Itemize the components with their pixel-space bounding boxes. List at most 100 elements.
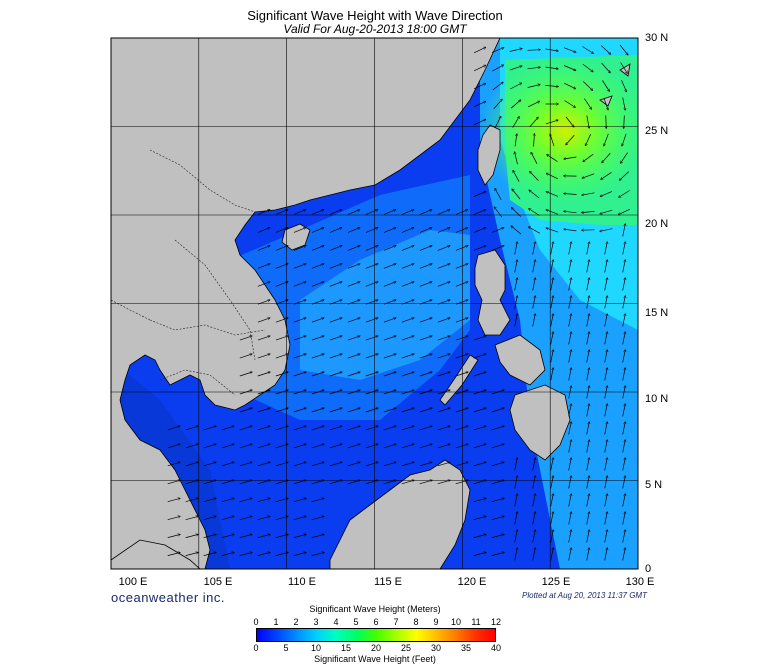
- wave-direction-arrow: [622, 242, 626, 255]
- wave-direction-arrow: [527, 101, 540, 108]
- wave-direction-arrow: [275, 552, 289, 556]
- wave-direction-arrow: [419, 444, 432, 449]
- wave-direction-arrow: [491, 516, 505, 521]
- wave-direction-arrow: [167, 426, 180, 431]
- wave-direction-arrow: [293, 444, 306, 449]
- wave-direction-arrow: [622, 476, 626, 489]
- wave-direction-arrow: [437, 462, 450, 467]
- wave-direction-arrow: [275, 498, 289, 503]
- wave-direction-arrow: [604, 242, 608, 255]
- lon-label-115: 115 E: [374, 576, 402, 588]
- wave-direction-arrow: [510, 100, 521, 109]
- wave-direction-arrow: [419, 480, 433, 485]
- wave-direction-arrow: [419, 300, 432, 305]
- colorbar-title-meters: Significant Wave Height (Meters): [309, 604, 441, 614]
- wave-direction-arrow: [419, 318, 432, 323]
- wave-direction-arrow: [568, 386, 572, 399]
- colorbar-meters-tick: 2: [293, 617, 299, 627]
- wave-direction-arrow: [239, 462, 252, 467]
- land-luzon: [474, 249, 511, 336]
- wave-direction-arrow: [383, 246, 396, 251]
- wave-direction-arrow: [311, 372, 324, 377]
- wave-direction-arrow: [419, 372, 432, 377]
- wave-direction-arrow: [185, 534, 199, 538]
- wave-direction-arrow: [257, 390, 270, 395]
- wave-direction-arrow: [582, 211, 595, 212]
- wave-direction-arrow: [311, 480, 325, 485]
- wave-direction-arrow: [604, 296, 608, 309]
- wave-direction-arrow: [622, 97, 626, 111]
- wave-direction-arrow: [311, 264, 324, 269]
- wave-direction-arrow: [293, 534, 307, 538]
- wave-direction-arrow: [584, 98, 591, 110]
- wave-direction-arrow: [532, 476, 536, 489]
- wave-direction-arrow: [383, 462, 396, 467]
- wave-direction-arrow: [419, 462, 432, 467]
- wave-direction-arrow: [514, 494, 518, 507]
- land-visayas: [494, 334, 546, 386]
- wave-direction-arrow: [583, 81, 592, 91]
- wave-direction-arrow: [329, 354, 342, 359]
- wave-direction-arrow: [473, 228, 486, 233]
- wave-direction-arrow: [365, 210, 378, 215]
- wave-direction-arrow: [347, 282, 360, 287]
- wave-direction-arrow: [604, 386, 608, 399]
- wave-direction-arrow: [401, 264, 414, 269]
- wave-direction-arrow: [401, 300, 414, 305]
- land-sumatra: [111, 539, 201, 569]
- wave-direction-arrow: [529, 117, 539, 128]
- wave-direction-arrow: [311, 336, 324, 341]
- wave-direction-arrow: [622, 458, 626, 471]
- wave-direction-arrow: [586, 440, 590, 453]
- wave-direction-arrow: [568, 278, 572, 291]
- lon-label-105: 105 E: [203, 576, 233, 588]
- wave-direction-arrow: [203, 534, 217, 538]
- wave-direction-arrow: [275, 246, 288, 251]
- wave-direction-arrow: [329, 462, 342, 467]
- wave-direction-arrow: [492, 82, 503, 91]
- wave-direction-arrow: [604, 458, 608, 471]
- wave-direction-arrow: [383, 480, 397, 485]
- wave-direction-arrow: [586, 115, 589, 129]
- wave-direction-arrow: [604, 404, 608, 417]
- wave-direction-arrow: [401, 246, 414, 251]
- wave-direction-arrow: [493, 99, 503, 110]
- wave-direction-arrow: [622, 494, 626, 507]
- wave-direction-arrow: [437, 210, 450, 215]
- wave-direction-arrow: [437, 372, 450, 377]
- wave-direction-arrow: [586, 242, 590, 255]
- wave-direction-arrow: [419, 246, 432, 251]
- wave-direction-arrow: [437, 336, 450, 341]
- land-mainland-asia: [111, 38, 501, 569]
- wave-direction-arrow: [550, 350, 554, 363]
- wave-direction-arrow: [347, 246, 360, 251]
- wave-direction-arrow: [455, 228, 468, 233]
- wave-direction-arrow: [532, 260, 536, 273]
- wave-direction-arrow: [311, 228, 324, 233]
- wave-direction-arrow: [311, 534, 325, 538]
- wave-direction-arrow: [329, 408, 342, 413]
- land-borneo: [329, 459, 471, 569]
- wave-direction-arrow: [221, 462, 234, 467]
- wave-direction-arrow: [239, 426, 252, 431]
- wave-direction-arrow: [383, 264, 396, 269]
- wave-direction-arrow: [455, 372, 468, 377]
- wave-direction-arrow: [604, 494, 608, 507]
- wave-direction-arrow: [311, 390, 324, 395]
- wave-direction-arrow: [604, 332, 608, 345]
- wave-direction-arrow: [622, 386, 626, 399]
- wave-direction-arrow: [622, 332, 626, 345]
- wave-direction-arrow: [568, 422, 572, 435]
- wave-direction-arrow: [511, 208, 521, 217]
- wave-direction-arrow: [491, 408, 504, 413]
- wave-direction-arrow: [622, 548, 626, 561]
- wave-direction-arrow: [582, 63, 593, 72]
- wave-direction-arrow: [383, 390, 396, 395]
- colorbar-meters-tick: 12: [490, 617, 502, 627]
- wave-direction-arrow: [604, 133, 609, 146]
- wave-direction-arrow: [401, 426, 414, 431]
- wave-direction-arrow: [586, 512, 590, 525]
- wave-direction-arrow: [257, 462, 270, 467]
- wave-direction-arrow: [167, 534, 181, 538]
- wave-direction-arrow: [257, 372, 270, 377]
